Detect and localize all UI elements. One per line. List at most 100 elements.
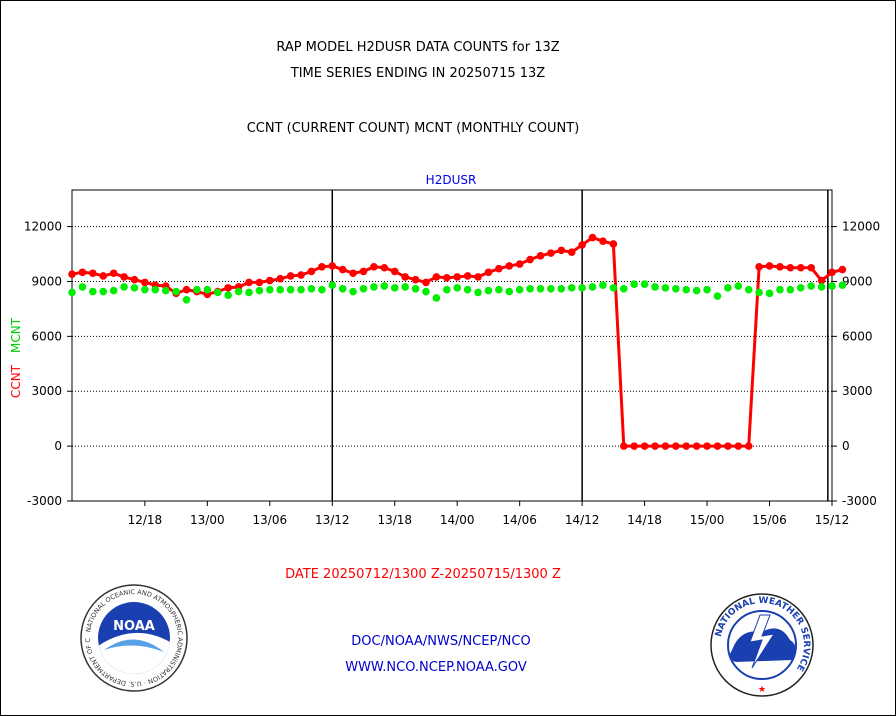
data-point-mcnt	[495, 285, 503, 294]
data-point-ccnt	[245, 278, 253, 287]
data-point-ccnt	[182, 285, 191, 294]
data-point-ccnt	[359, 267, 368, 276]
data-point-ccnt	[692, 442, 701, 450]
data-point-mcnt	[599, 281, 607, 289]
data-point-mcnt	[161, 286, 170, 295]
data-point-ccnt	[422, 278, 430, 287]
x-tick-label: 13/00	[190, 513, 225, 527]
data-point-mcnt	[474, 288, 482, 297]
data-point-mcnt	[224, 291, 232, 299]
data-point-ccnt	[495, 264, 503, 273]
data-point-ccnt	[463, 272, 472, 280]
y-tick-label-left: 6000	[31, 329, 62, 343]
data-point-mcnt	[401, 283, 409, 291]
x-tick-label: 13/12	[315, 513, 350, 527]
data-point-mcnt	[182, 295, 191, 304]
y-tick-label-right: -3000	[842, 494, 877, 508]
data-point-mcnt	[776, 285, 784, 294]
data-point-mcnt	[68, 288, 76, 297]
data-point-mcnt	[713, 292, 722, 300]
data-point-ccnt	[828, 268, 836, 277]
data-point-ccnt	[651, 442, 659, 450]
data-point-mcnt	[120, 283, 128, 291]
data-point-mcnt	[588, 283, 597, 291]
data-point-ccnt	[276, 274, 285, 283]
data-point-ccnt	[807, 263, 815, 272]
data-point-ccnt	[776, 263, 784, 271]
data-point-ccnt	[370, 263, 378, 271]
data-point-mcnt	[453, 284, 462, 292]
data-point-ccnt	[99, 272, 108, 280]
data-point-mcnt	[89, 287, 97, 296]
data-point-mcnt	[703, 285, 711, 294]
data-point-mcnt	[297, 285, 305, 294]
data-point-mcnt	[78, 283, 87, 291]
data-point-ccnt	[640, 442, 649, 450]
data-point-ccnt	[578, 241, 586, 249]
data-point-ccnt	[838, 265, 847, 274]
data-point-ccnt	[380, 263, 389, 272]
x-tick-label: 15/00	[690, 513, 725, 527]
chart-title-line1: RAP MODEL H2DUSR DATA COUNTS for 13Z	[276, 40, 559, 55]
data-point-mcnt	[609, 284, 618, 292]
data-point-ccnt	[557, 246, 566, 255]
data-point-mcnt	[661, 284, 670, 292]
data-point-ccnt	[734, 442, 743, 450]
plot-title: H2DUSR	[426, 173, 477, 187]
data-point-ccnt	[266, 276, 274, 285]
data-point-mcnt	[526, 284, 534, 293]
data-point-mcnt	[672, 284, 680, 293]
data-point-ccnt	[318, 263, 326, 271]
data-point-mcnt	[307, 284, 316, 293]
data-point-mcnt	[213, 288, 222, 297]
data-point-mcnt	[411, 284, 420, 293]
data-point-mcnt	[276, 285, 285, 294]
y-tick-label-left: 12000	[24, 220, 62, 234]
data-point-mcnt	[536, 284, 545, 293]
data-point-ccnt	[432, 273, 441, 281]
data-point-mcnt	[318, 285, 326, 294]
data-point-mcnt	[141, 285, 149, 294]
data-point-mcnt	[370, 283, 378, 291]
x-tick-label: 15/06	[752, 513, 787, 527]
data-point-mcnt	[255, 286, 264, 295]
data-point-ccnt	[765, 262, 774, 270]
x-tick-label: 14/00	[440, 513, 475, 527]
data-point-ccnt	[599, 237, 607, 246]
series-line-ccnt	[71, 235, 843, 448]
data-point-mcnt	[817, 283, 826, 291]
y-tick-label-right: 9000	[842, 274, 873, 288]
data-point-ccnt	[619, 442, 628, 450]
data-point-mcnt	[744, 285, 753, 294]
data-point-ccnt	[713, 442, 722, 450]
data-point-mcnt	[651, 283, 659, 291]
data-point-ccnt	[672, 442, 680, 450]
data-point-mcnt	[505, 287, 514, 296]
data-point-ccnt	[703, 442, 711, 450]
data-point-mcnt	[338, 284, 347, 293]
data-point-mcnt	[692, 286, 701, 295]
data-point-mcnt	[151, 285, 160, 294]
y-axis-label-ccnt: CCNT	[9, 364, 23, 398]
data-point-ccnt	[297, 271, 305, 279]
data-point-ccnt	[661, 442, 670, 450]
data-point-mcnt	[755, 288, 763, 297]
date-range-label: DATE 20250712/1300 Z-20250715/1300 Z	[285, 567, 561, 582]
data-point-mcnt	[328, 281, 337, 289]
data-point-mcnt	[765, 289, 774, 298]
data-point-ccnt	[484, 268, 493, 277]
data-point-mcnt	[578, 284, 586, 292]
data-point-ccnt	[307, 267, 316, 276]
data-point-ccnt	[401, 273, 409, 281]
org-path-label: DOC/NOAA/NWS/NCEP/NCO	[351, 634, 530, 649]
data-point-ccnt	[338, 265, 347, 274]
data-point-mcnt	[99, 287, 108, 296]
data-point-mcnt	[786, 285, 795, 294]
data-point-ccnt	[255, 278, 264, 287]
plot-border	[71, 189, 833, 502]
data-point-ccnt	[442, 274, 451, 282]
data-point-ccnt	[505, 262, 514, 270]
data-point-ccnt	[724, 442, 732, 450]
noaa-ring-text: NATIONAL OCEANIC AND ATMOSPHERIC ADMINIS…	[0, 0, 184, 688]
nws-logo-icon: NATIONAL WEATHER SERVICE ★	[710, 593, 814, 697]
